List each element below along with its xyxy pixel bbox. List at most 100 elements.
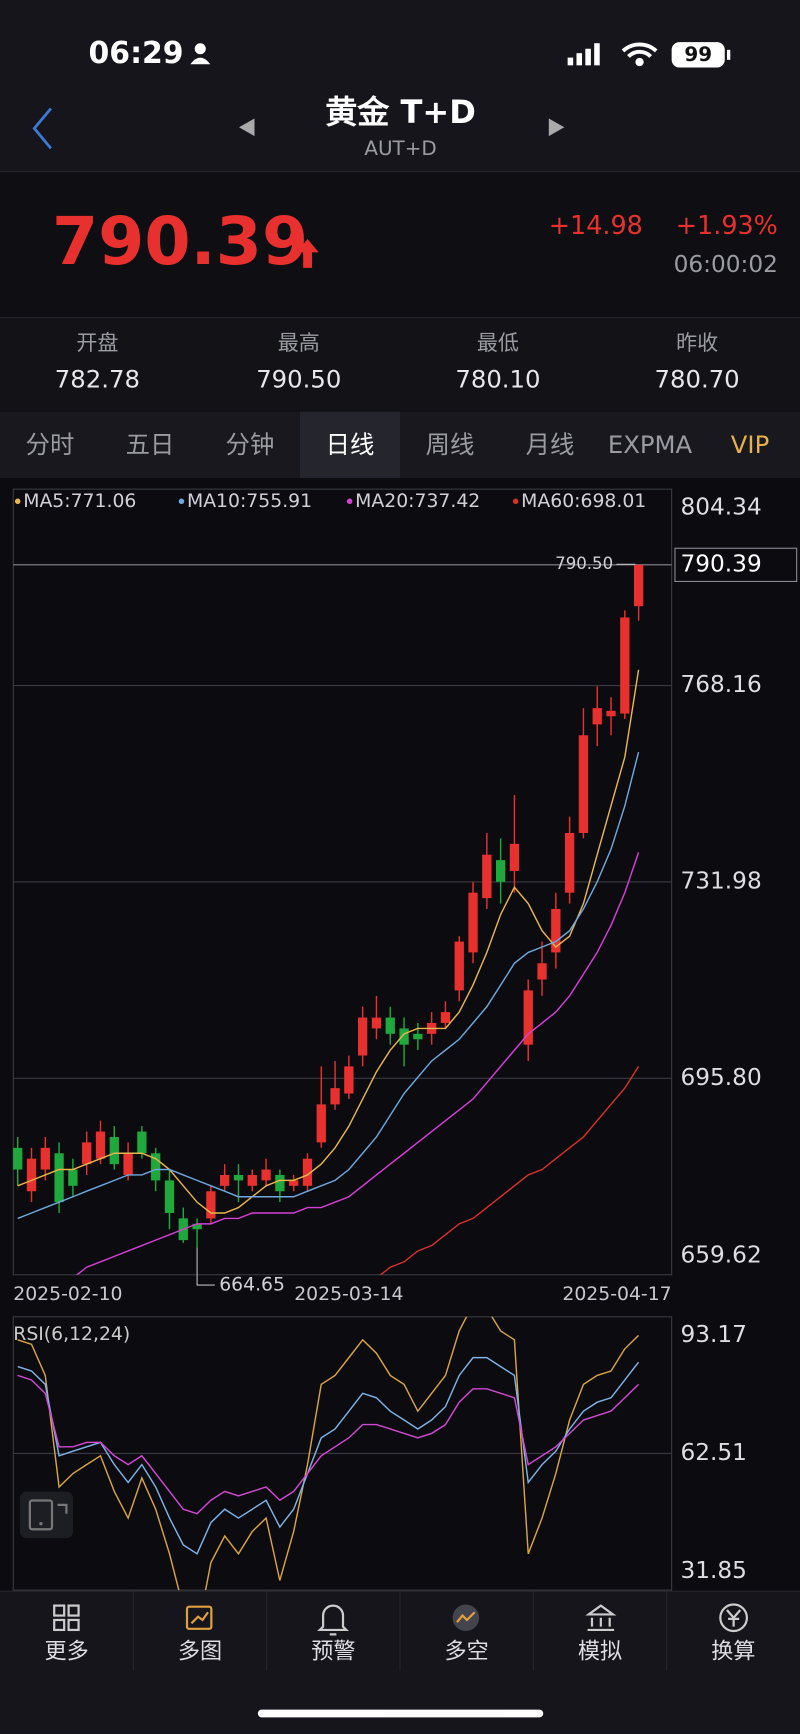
stat-label: 最高 — [278, 330, 320, 355]
candle-body — [302, 1158, 313, 1186]
candle-body — [137, 1131, 147, 1154]
candle-body — [82, 1142, 92, 1165]
candle-body — [330, 1088, 340, 1105]
candle-body — [358, 1017, 368, 1056]
high-label: 790.50 — [555, 554, 613, 573]
tab[interactable]: VIP — [731, 430, 770, 459]
change-pct: +1.93% — [676, 210, 778, 240]
tab[interactable]: 日线 — [326, 430, 375, 459]
candle-body — [592, 708, 602, 725]
tab[interactable]: 五日 — [126, 430, 175, 459]
y-tick-label: 731.98 — [680, 867, 761, 894]
y-tick-label: 62.51 — [680, 1439, 746, 1466]
y-tick-label: 31.85 — [680, 1557, 746, 1584]
candle-body — [164, 1180, 175, 1213]
candle-body — [26, 1158, 37, 1192]
next-arrow[interactable] — [548, 118, 565, 137]
battery-tip — [726, 49, 731, 60]
wifi-icon — [621, 42, 658, 67]
legend-dot — [512, 498, 519, 505]
battery — [671, 42, 725, 68]
candle-body — [633, 564, 644, 607]
tab[interactable]: 月线 — [526, 430, 575, 459]
candle-body — [151, 1153, 161, 1181]
y-tick-label: 659.62 — [680, 1241, 761, 1268]
candle-body — [440, 1012, 451, 1023]
candle-body — [620, 617, 630, 714]
y-tick-label: 695.80 — [680, 1064, 761, 1091]
subtitle: AUT+D — [364, 137, 436, 160]
y-tick-label: 804.34 — [680, 493, 761, 520]
candle-body — [537, 963, 547, 980]
stats-bg — [0, 317, 800, 411]
tab[interactable]: 分时 — [26, 430, 75, 459]
legend-dot — [14, 498, 21, 505]
candle-body — [261, 1169, 271, 1181]
line — [17, 669, 640, 1214]
rsi-title: RSI(6,12,24) — [13, 1324, 130, 1345]
low-label: 664.65 — [219, 1275, 285, 1296]
fullscreen-button[interactable] — [19, 1491, 74, 1539]
nav-item[interactable]: 模拟 — [578, 1639, 622, 1665]
candle-body — [220, 1174, 230, 1186]
change: +14.98 — [549, 210, 643, 240]
candle-body — [275, 1174, 285, 1192]
low-marker — [196, 1247, 215, 1286]
x-tick-label: 2025-04-17 — [562, 1284, 671, 1305]
line — [75, 852, 640, 1275]
y-tick-label: 768.16 — [680, 671, 761, 698]
candle-body — [454, 941, 464, 991]
candle-body — [482, 854, 492, 899]
quote-time: 06:00:02 — [674, 251, 778, 278]
nav-item[interactable]: 换算 — [711, 1639, 755, 1665]
stat-value: 790.50 — [256, 365, 341, 394]
stat-value: 780.10 — [455, 365, 540, 394]
tab[interactable]: 周线 — [426, 430, 475, 459]
status-time: 06:29 — [89, 36, 184, 71]
stat-label: 开盘 — [76, 330, 118, 355]
candle-body — [247, 1174, 257, 1186]
candle-body — [509, 843, 520, 871]
candle-body — [123, 1153, 133, 1175]
candle-body — [495, 860, 506, 882]
header-bg — [0, 0, 800, 172]
home-indicator — [257, 1709, 544, 1718]
nav-item[interactable]: 多图 — [178, 1639, 222, 1665]
candle-body — [192, 1223, 202, 1230]
last-price-box — [674, 547, 798, 583]
tab[interactable]: EXPMA — [608, 430, 693, 459]
legend-entry: MA20:737.42 — [355, 491, 480, 512]
legend-entry: MA60:698.01 — [521, 491, 646, 512]
candle-body — [109, 1136, 119, 1165]
tab[interactable]: 分钟 — [226, 430, 275, 459]
line — [17, 1316, 640, 1591]
prev-arrow[interactable] — [239, 118, 255, 137]
nav-item[interactable]: 预警 — [311, 1639, 355, 1665]
legend-dot — [178, 498, 185, 505]
line — [379, 1066, 640, 1275]
candle-body — [206, 1191, 216, 1219]
price: 790.39 — [52, 202, 308, 280]
candle-body — [399, 1028, 409, 1045]
candle-body — [413, 1033, 423, 1040]
up-arrow — [296, 239, 319, 268]
back-button[interactable] — [32, 107, 52, 150]
signal-icon — [567, 43, 600, 66]
candle-body — [233, 1174, 244, 1181]
battery-level: 99 — [684, 43, 712, 66]
stat-label: 最低 — [477, 330, 519, 355]
nav-item[interactable]: 更多 — [45, 1639, 89, 1665]
last-price-label: 790.39 — [680, 550, 761, 577]
candle-body — [606, 710, 616, 717]
candle-body — [95, 1131, 106, 1159]
x-tick-label: 2025-02-10 — [13, 1284, 122, 1305]
candle-body — [316, 1104, 326, 1143]
candle-body — [54, 1153, 64, 1203]
y-tick-label: 93.17 — [680, 1321, 746, 1348]
candle-body — [523, 990, 533, 1045]
candle-body — [578, 735, 589, 833]
candle-body — [40, 1147, 50, 1170]
nav-item[interactable]: 多空 — [445, 1639, 489, 1665]
candle-body — [289, 1180, 299, 1186]
